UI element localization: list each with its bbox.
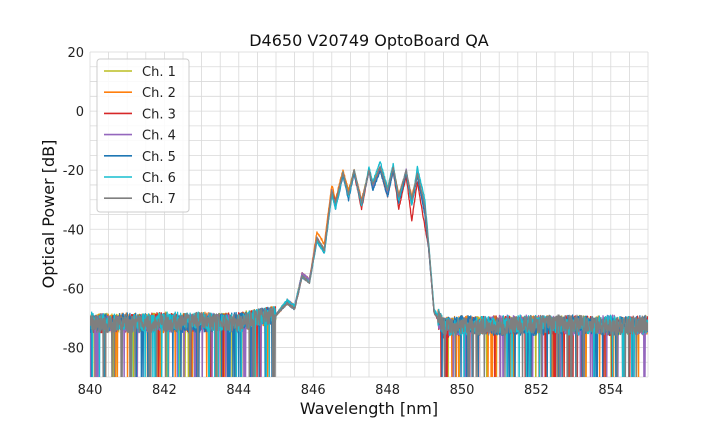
y-tick-label: -20 xyxy=(63,164,84,179)
x-tick-label: 848 xyxy=(375,383,400,398)
legend: Ch. 1 Ch. 2 Ch. 3 Ch. 4 Ch. 5 Ch. 6 Ch. 7 xyxy=(96,58,190,213)
legend-label: Ch. 3 xyxy=(142,107,176,122)
y-tick-labels: 20 0 -20 -40 -60 -80 xyxy=(63,46,84,356)
x-tick-label: 846 xyxy=(301,383,326,398)
x-tick-label: 842 xyxy=(152,383,177,398)
x-tick-labels: 840 842 844 846 848 850 852 854 xyxy=(78,383,624,398)
legend-label: Ch. 6 xyxy=(142,171,176,186)
chart-title: D4650 V20749 OptoBoard QA xyxy=(249,31,489,50)
legend-label: Ch. 1 xyxy=(142,65,176,80)
legend-label: Ch. 2 xyxy=(142,86,176,101)
series-line-ch-7 xyxy=(90,166,648,377)
x-tick-label: 840 xyxy=(78,383,103,398)
y-tick-label: 0 xyxy=(76,105,84,120)
series-layer xyxy=(90,161,648,377)
legend-box xyxy=(96,58,190,213)
legend-label: Ch. 7 xyxy=(142,192,176,207)
y-tick-label: -80 xyxy=(63,341,84,356)
x-tick-label: 844 xyxy=(226,383,251,398)
legend-label: Ch. 4 xyxy=(142,129,176,144)
x-axis-label: Wavelength [nm] xyxy=(300,399,438,418)
x-tick-label: 852 xyxy=(524,383,549,398)
y-tick-label: -40 xyxy=(63,223,84,238)
legend-label: Ch. 5 xyxy=(142,150,176,165)
y-tick-label: -60 xyxy=(63,282,84,297)
x-tick-label: 854 xyxy=(598,383,623,398)
legend-items: Ch. 1 Ch. 2 Ch. 3 Ch. 4 Ch. 5 Ch. 6 Ch. 7 xyxy=(104,65,176,207)
y-axis-label: Optical Power [dB] xyxy=(39,140,58,289)
y-tick-label: 20 xyxy=(67,46,84,61)
x-tick-label: 850 xyxy=(450,383,475,398)
